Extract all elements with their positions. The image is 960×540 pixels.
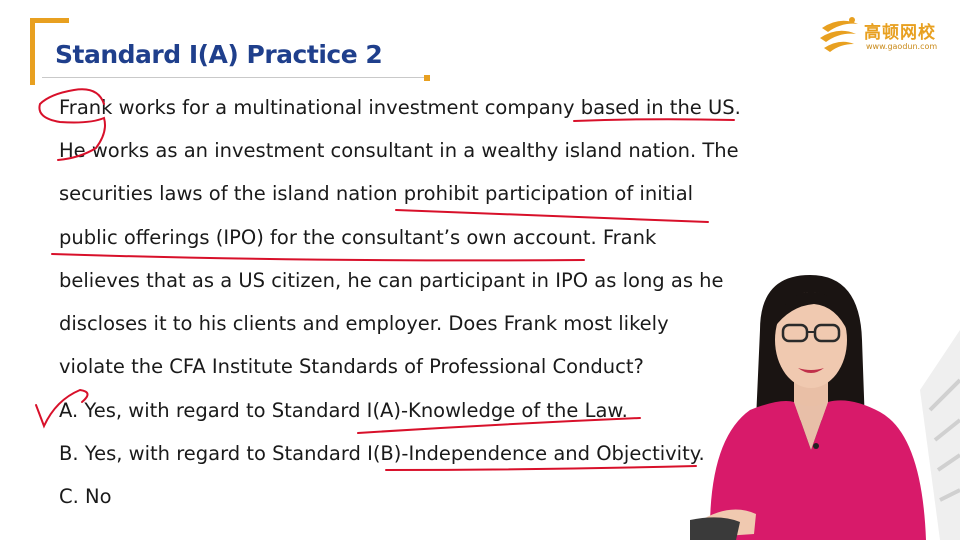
underline-prohibit-participation — [395, 209, 709, 223]
title-bracket-decoration — [30, 18, 69, 85]
presenter-video — [690, 275, 960, 540]
slide-title: Standard I(A) Practice 2 — [55, 40, 383, 69]
answer-option-a: A. Yes, with regard to Standard I(A)-Kno… — [59, 399, 628, 422]
title-rule-end-dot — [424, 75, 430, 81]
gaodun-logo-icon — [820, 17, 858, 52]
question-line: violate the CFA Institute Standards of P… — [59, 355, 644, 378]
question-line: believes that as a US citizen, he can pa… — [59, 269, 724, 292]
question-line: Frank works for a multinational investme… — [59, 96, 741, 119]
title-underline-rule — [42, 77, 428, 78]
logo-name: 高顿网校 — [864, 23, 936, 43]
question-line: public offerings (IPO) for the consultan… — [59, 226, 657, 249]
answer-option-c: C. No — [59, 485, 112, 508]
underline-public-offerings — [51, 253, 585, 262]
gaodun-logo: 高顿网校 www.gaodun.com — [818, 12, 948, 56]
question-line: discloses it to his clients and employer… — [59, 312, 669, 335]
question-line: securities laws of the island nation pro… — [59, 182, 694, 205]
underline-option-b — [385, 465, 697, 471]
answer-option-b: B. Yes, with regard to Standard I(B)-Ind… — [59, 442, 705, 465]
underline-based-in-us — [573, 118, 735, 122]
question-line: He works as an investment consultant in … — [59, 139, 739, 162]
logo-url: www.gaodun.com — [866, 42, 938, 51]
